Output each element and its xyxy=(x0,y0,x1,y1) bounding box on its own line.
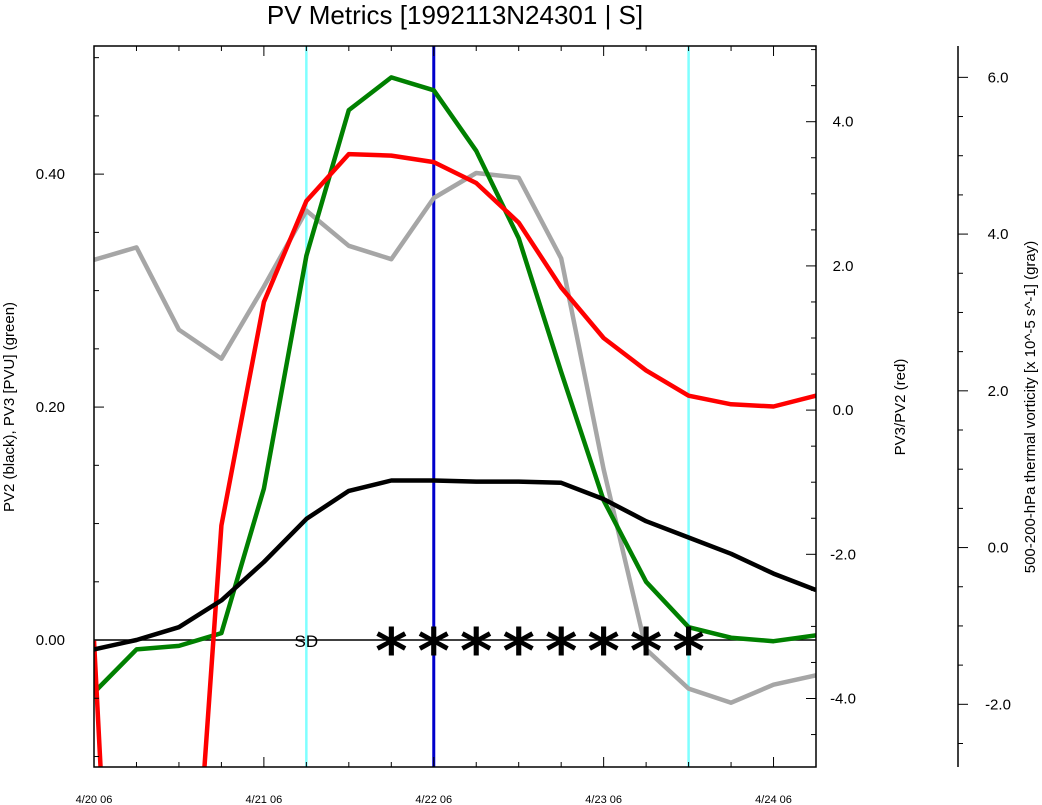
x-tick-label: 4/20 06 xyxy=(76,794,113,805)
series-line-1 xyxy=(94,75,816,695)
x-tick-label: 4/23 06 xyxy=(585,794,622,805)
left-axis-label: PV2 (black), PV3 [PVU] (green) xyxy=(1,302,18,512)
star-marker: * xyxy=(502,615,534,688)
star-marker: * xyxy=(630,615,662,688)
right1-tick-label: -2.0 xyxy=(830,546,856,563)
left-tick-label: 0.20 xyxy=(36,399,65,416)
right1-tick-label: 2.0 xyxy=(833,258,854,275)
right2-tick-label: 6.0 xyxy=(988,69,1009,86)
right-axis-2-label: 500-200-hPa thermal vorticity [x 10^-5 s… xyxy=(1022,241,1039,574)
star-marker: * xyxy=(545,615,577,688)
axes-layer: 4/20 06 4/21 06 4/22 06 4/23 06 4/24 06 0.00 0… xyxy=(36,46,1011,805)
star-marker: * xyxy=(672,615,704,688)
star-marker: * xyxy=(587,615,619,688)
left-tick-label: 0.40 xyxy=(36,166,65,183)
right2-tick-label: -2.0 xyxy=(985,696,1011,713)
right1-tick-label: -4.0 xyxy=(830,691,856,708)
series-line-0 xyxy=(94,170,816,705)
right2-tick-label: 0.0 xyxy=(988,540,1009,557)
x-tick-label: 4/24 06 xyxy=(755,794,792,805)
plot-area xyxy=(94,46,816,767)
plot-frame xyxy=(93,45,817,768)
star-marker: * xyxy=(375,615,407,688)
right-axis-1-label: PV3/PV2 (red) xyxy=(892,359,909,456)
right1-tick-label: 0.0 xyxy=(833,402,854,419)
x-tick-label: 4/21 06 xyxy=(246,794,283,805)
x-tick-label: 4/22 06 xyxy=(415,794,452,805)
sd-marker-label: SD xyxy=(295,632,319,651)
series-line-2 xyxy=(94,151,816,767)
markers-layer: * * * * * * * *SD xyxy=(295,615,705,688)
right1-tick-label: 4.0 xyxy=(833,114,854,131)
right2-tick-label: 2.0 xyxy=(988,383,1009,400)
series-line-3 xyxy=(94,478,816,652)
star-marker: * xyxy=(418,615,450,688)
right2-tick-label: 4.0 xyxy=(988,226,1009,243)
star-marker: * xyxy=(460,615,492,688)
chart-title: PV Metrics [1992113N24301 | S] xyxy=(267,0,643,30)
left-tick-label: 0.00 xyxy=(36,632,65,649)
